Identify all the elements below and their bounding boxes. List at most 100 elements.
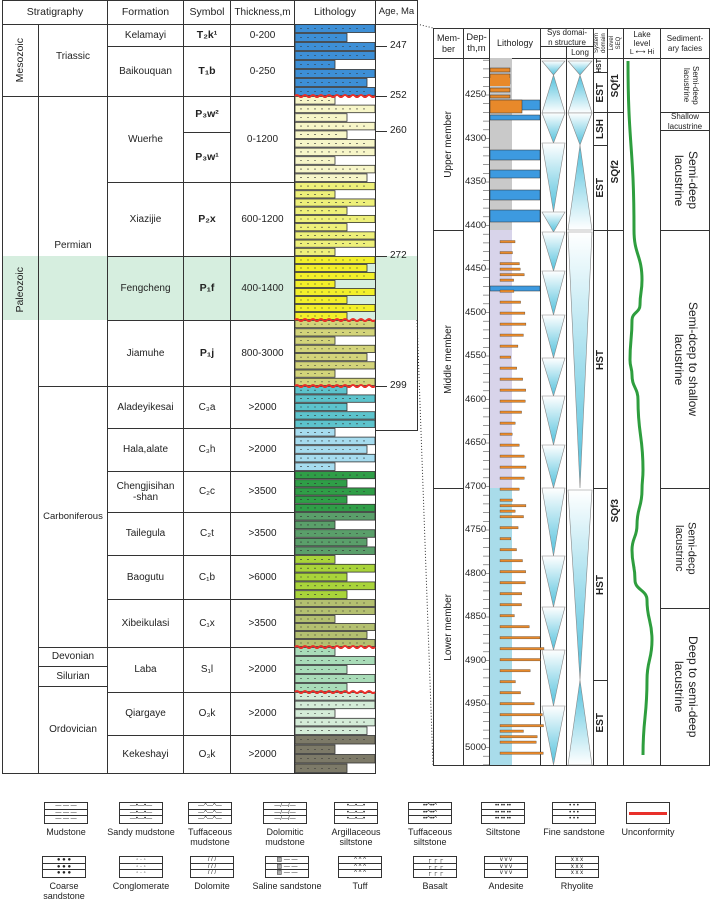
- short-cycle-triangle: [541, 395, 566, 446]
- sandstone-bed: [499, 680, 516, 684]
- dolomite-bed: [489, 114, 541, 121]
- sandstone-bed: [489, 94, 511, 99]
- sandstone-bed: [499, 751, 544, 755]
- short-cycle-triangle: [541, 487, 566, 557]
- depth-label: 4850: [465, 611, 487, 622]
- age-label: 247: [390, 40, 407, 51]
- long-cycle-triangle: [567, 144, 593, 231]
- age-tick: [375, 386, 387, 387]
- legend-item: —/—/— —/—/— —/—/— Dolomitic mudstone: [250, 802, 320, 848]
- legend-swatch-icon: •• •• •• •• •• •• •• •• ••: [481, 802, 525, 824]
- legend-item: —•—•— —•—•— —•—•— Sandy mudstone: [106, 802, 176, 838]
- legend-item: ••^••^ ••^••^ ••^••^ Tuffaceous siltstone: [395, 802, 465, 848]
- sandstone-bed: [499, 724, 544, 728]
- depth-label: 4750: [465, 524, 487, 535]
- legend-label: Conglomerate: [112, 881, 170, 891]
- sandstone-bed: [499, 636, 541, 640]
- legend-label: Tuff: [352, 881, 368, 891]
- long-cycle-triangle: [567, 112, 593, 146]
- unconformity-line: [294, 645, 376, 649]
- sandstone-bed: [499, 570, 526, 574]
- short-cycle-triangle: [541, 112, 566, 144]
- short-cycle-triangle: [541, 142, 566, 213]
- lithology-bed: [294, 78, 368, 87]
- long-cycle-triangle: [567, 679, 593, 766]
- legend-swatch-icon: ┌ ┌ ┌ ┌ ┌ ┌ ┌ ┌ ┌: [413, 856, 457, 878]
- legend-label: Tuffaceous mudstone: [187, 827, 233, 847]
- facies-label: Semi-decp lacustrinc: [673, 522, 698, 575]
- sandstone-bed: [499, 300, 521, 304]
- sandstone-bed: [499, 509, 516, 513]
- sandstone-bed: [499, 273, 525, 277]
- short-cycle-triangle: [541, 270, 566, 317]
- legend-label: Basalt: [422, 881, 448, 891]
- legend-item: ● ● ● ● ● ● ● ● ● Coarse sandstone: [29, 856, 99, 902]
- sandstone-bed: [499, 625, 530, 629]
- connector-line: [416, 319, 434, 766]
- long-cycle-triangle: [567, 60, 593, 76]
- depth-label: 4950: [465, 698, 487, 709]
- lake-scale: L ⟷ Hi: [629, 48, 655, 56]
- depth-label: 4800: [465, 567, 487, 579]
- legend-swatch-icon: ▨ — — ▨ — — ▨ — —: [265, 856, 309, 878]
- legend-label: Tuffaceous siltstone: [407, 827, 453, 847]
- legend-swatch-icon: • • • • • • • • •: [552, 802, 596, 824]
- sandstone-bed: [499, 344, 519, 348]
- depth-label: 4300: [465, 132, 487, 144]
- legend-label: Rhyolite: [560, 881, 594, 891]
- sandstone-bed: [499, 603, 522, 607]
- sandstone-bed: [499, 454, 525, 458]
- age-label: 260: [390, 125, 407, 136]
- sandstone-bed: [499, 388, 526, 392]
- long-cycle-triangle: [567, 489, 593, 681]
- sandstone-bed: [499, 658, 541, 662]
- sandstone-bed: [499, 289, 515, 293]
- lithology-bed: [294, 537, 368, 547]
- dolomite-bed: [489, 209, 541, 223]
- legend-item: ┌ ┌ ┌ ┌ ┌ ┌ ┌ ┌ ┌ Basalt: [400, 856, 470, 892]
- legend-swatch-icon: •—•—• •—•—• •—•—•: [334, 802, 378, 824]
- legend-item: •—•—• •—•—• •—•—• Argillaceous siltstone: [321, 802, 391, 848]
- legend-item: •• •• •• •• •• •• •• •• •• Siltstone: [468, 802, 538, 838]
- sandstone-bed: [499, 311, 526, 315]
- age-tick: [375, 256, 387, 257]
- facies-label: Semi-dcep to shallow lacustrine: [672, 302, 700, 417]
- legend-label: Fine sandstone: [543, 827, 605, 837]
- lake-level-curve: [626, 60, 654, 756]
- sandstone-bed: [499, 691, 521, 695]
- depth-label: 5000: [465, 741, 487, 753]
- legend-item: — — — — — — — — — Mudstone: [31, 802, 101, 838]
- legend-label: Coarse sandstone: [43, 881, 85, 901]
- sandstone-bed: [499, 592, 522, 596]
- unconformity-line: [294, 94, 376, 98]
- sandstone-bed: [499, 702, 535, 706]
- age-tick: [375, 96, 387, 97]
- legend-item: —^—^— —^—^— —^—^— Tuffaceous mudstone: [175, 802, 245, 848]
- sandstone-bed: [490, 78, 510, 86]
- sandstone-bed: [499, 410, 522, 414]
- legend-swatch-icon: ● ● ● ● ● ● ● ● ●: [42, 856, 86, 878]
- age-tick: [375, 131, 387, 132]
- legend-swatch-icon: [626, 802, 670, 824]
- facies-label: Semi-deep lacustrine: [681, 66, 700, 105]
- depth-label: 4900: [465, 654, 487, 666]
- sandstone-bed: [499, 581, 526, 585]
- short-cycle-triangle: [541, 211, 566, 233]
- facies-label: Semi-deep lacustrine: [672, 151, 700, 210]
- facies-cell: Semi-deep lacustrine: [660, 130, 710, 231]
- sandstone-bed: [499, 333, 524, 337]
- sandstone-bed: [499, 647, 545, 651]
- sandstone-bed: [499, 421, 516, 425]
- facies-cell: Deep to semi-deep lacustrine: [660, 608, 710, 766]
- sandstone-bed: [499, 432, 513, 436]
- seq-sqf3: SQf3: [607, 230, 624, 766]
- lake-title: Lake level: [633, 30, 651, 49]
- legend-swatch-icon: ◦ · ◦ ◦ · ◦ ◦ · ◦: [119, 856, 163, 878]
- age-label: 272: [390, 250, 407, 261]
- sandstone-bed: [499, 443, 520, 447]
- sandstone-bed: [499, 669, 531, 673]
- unconformity-line: [294, 384, 376, 388]
